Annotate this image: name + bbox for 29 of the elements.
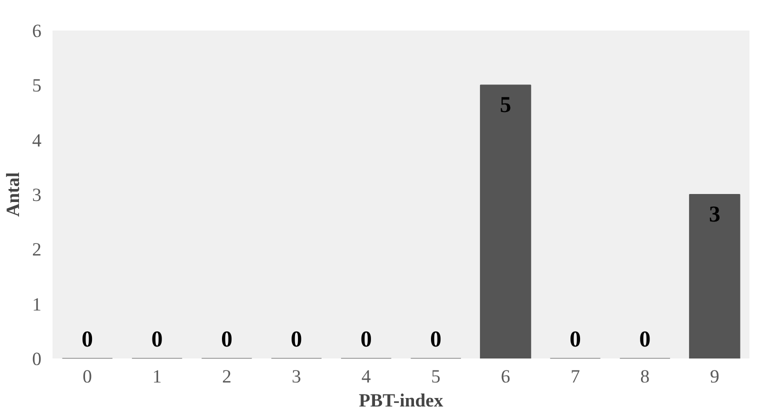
data-label: 0: [360, 326, 372, 352]
y-tick-label: 0: [32, 349, 42, 370]
y-axis-title: Antal: [3, 172, 24, 217]
x-tick-label: 8: [640, 366, 650, 388]
x-tick-label: 0: [82, 366, 92, 388]
y-tick-label: 3: [32, 185, 42, 206]
y-tick-label: 6: [32, 21, 42, 42]
y-tick-label: 4: [32, 130, 42, 152]
x-tick-label: 9: [710, 366, 720, 388]
x-tick-label: 7: [570, 366, 580, 388]
data-label: 0: [639, 326, 651, 352]
x-tick-label: 3: [292, 366, 302, 388]
x-tick-label: 2: [222, 366, 232, 388]
y-tick-label: 2: [32, 240, 42, 261]
data-label: 0: [151, 326, 163, 352]
data-label: 0: [290, 326, 302, 352]
data-label: 0: [221, 326, 232, 352]
y-tick-label: 5: [32, 76, 42, 97]
x-tick-label: 6: [500, 366, 510, 388]
data-label: 0: [570, 326, 581, 352]
x-tick-label: 4: [361, 366, 372, 388]
x-axis-title: PBT-index: [358, 390, 444, 412]
data-label: 3: [708, 202, 720, 226]
y-tick-label: 1: [32, 294, 42, 316]
x-tick-label: 1: [152, 366, 162, 388]
data-label: 0: [430, 326, 442, 352]
data-label: 0: [82, 326, 94, 352]
data-label: 5: [500, 92, 512, 118]
x-tick-label: 5: [431, 366, 441, 388]
